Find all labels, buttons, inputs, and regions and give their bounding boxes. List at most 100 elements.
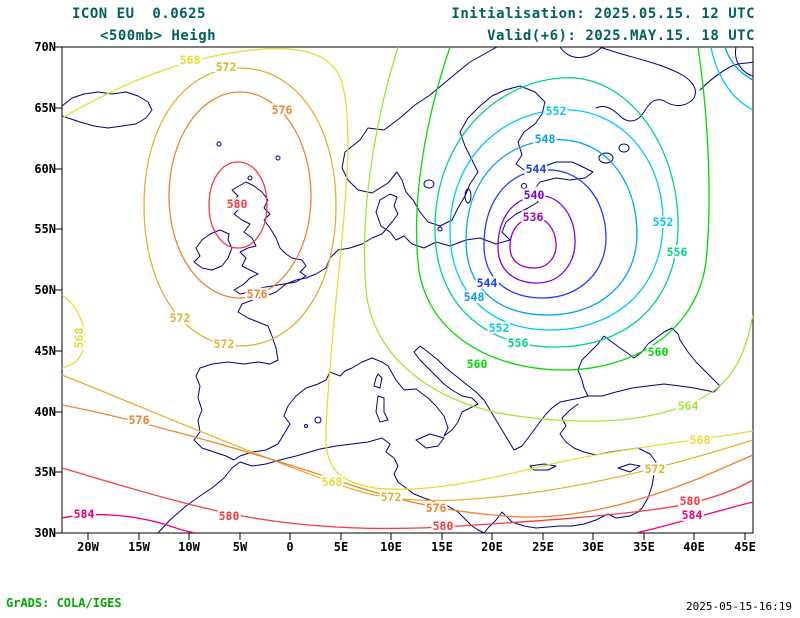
lat-tick-label: 65N	[34, 101, 56, 115]
contour-label: 556	[508, 336, 529, 350]
valid-time-label: Valid(+6): 2025.MAY.15. 18 UTC	[487, 28, 755, 44]
creation-timestamp: 2025-05-15-16:19	[686, 600, 792, 613]
contour-580-south	[62, 467, 753, 530]
lake-onega	[618, 143, 630, 153]
contour-label: 572	[381, 490, 402, 504]
contour-label: 568	[690, 433, 711, 447]
contour-label: 568	[322, 475, 343, 489]
contour-568-pocket	[62, 294, 86, 369]
contour-label: 576	[272, 103, 293, 117]
lat-tick-label: 60N	[34, 162, 56, 176]
contour-label: 580	[680, 494, 701, 508]
lat-tick-label: 35N	[34, 465, 56, 479]
contours	[62, 47, 753, 533]
island-sicily	[415, 433, 445, 449]
island-ibiza	[304, 424, 308, 428]
lon-tick-label: 20W	[77, 540, 99, 554]
contour-564	[363, 47, 753, 422]
contour-label: 576	[426, 501, 447, 515]
lon-tick-label: 0	[286, 540, 293, 554]
contour-label: 576	[247, 287, 268, 301]
contour-label: 548	[535, 132, 556, 146]
init-time-label: Initialisation: 2025.05.15. 12 UTC	[451, 6, 755, 22]
lat-tick-label: 70N	[34, 40, 56, 54]
lat-tick-label: 45N	[34, 344, 56, 358]
contour-552-ne-corner	[710, 47, 753, 111]
contour-536	[509, 217, 557, 269]
island-mallorca	[314, 416, 322, 424]
island-gotland	[464, 188, 472, 204]
contour-label: 536	[523, 210, 544, 224]
island-saaremaa	[521, 183, 527, 189]
contour-548	[465, 139, 638, 316]
island-shetland	[275, 155, 281, 161]
model-title: ICON EU 0.0625	[72, 6, 206, 22]
contour-556	[434, 77, 679, 348]
island-crete	[529, 463, 557, 471]
contour-label: 580	[219, 509, 240, 523]
contour-label: 540	[524, 188, 545, 202]
contour-540	[497, 195, 576, 284]
contour-label: 560	[467, 357, 488, 371]
contour-552	[449, 109, 664, 331]
contour-label: 572	[216, 60, 237, 74]
contour-label: 576	[129, 413, 150, 427]
contour-label: 548	[464, 290, 485, 304]
contour-label: 552	[546, 104, 567, 118]
lon-tick-label: 30E	[582, 540, 604, 554]
contour-label: 572	[214, 337, 235, 351]
lon-tick-label: 35E	[633, 540, 655, 554]
contour-580-ridge	[208, 161, 268, 249]
contour-label: 568	[180, 53, 201, 67]
island-faroe	[216, 141, 222, 147]
contour-label: 580	[227, 197, 248, 211]
lake-ladoga	[598, 152, 614, 164]
coastline-kola-white-sea	[595, 47, 697, 122]
contour-584-southeast	[635, 501, 753, 533]
island-cyprus	[617, 463, 641, 473]
contour-label: 584	[682, 508, 703, 522]
contour-584-southwest	[62, 513, 197, 533]
lon-tick-label: 15W	[128, 540, 150, 554]
coastline-uk	[231, 181, 307, 295]
coastline-kanin	[699, 61, 753, 91]
lon-tick-label: 25E	[532, 540, 554, 554]
lon-tick-label: 20E	[481, 540, 503, 554]
contour-544	[483, 169, 607, 299]
lon-tick-label: 10W	[178, 540, 200, 554]
contour-572-south	[62, 374, 753, 502]
contour-568-main	[62, 48, 753, 490]
contour-572-ridge	[143, 67, 337, 347]
lon-tick-label: 5W	[233, 540, 248, 554]
contour-label: 560	[648, 345, 669, 359]
island-orkney	[247, 175, 253, 181]
coastline-varanger	[559, 47, 603, 59]
coastline-iceland	[62, 91, 153, 129]
lake-vanern	[423, 179, 435, 189]
coastline-italy-balkans	[371, 345, 589, 451]
contour-label: 552	[653, 215, 674, 229]
lat-tick-label: 50N	[34, 283, 56, 297]
axis-labels: 70N 65N 60N 55N 50N 45N 40N 35N 30N 20W 15W 10W 5W 0 5…	[34, 40, 756, 554]
coastline-ireland	[193, 229, 233, 271]
lon-tick-label: 40E	[683, 540, 705, 554]
lon-tick-label: 10E	[380, 540, 402, 554]
contour-label: 556	[667, 245, 688, 259]
contour-label: 580	[433, 519, 454, 533]
lon-tick-label: 5E	[334, 540, 348, 554]
island-sardinia	[375, 395, 389, 423]
contour-label: 572	[170, 311, 191, 325]
contour-labels: 568 5725765805765725725685525485445405365…	[70, 51, 712, 535]
contour-576-south	[62, 404, 753, 518]
contour-label: 552	[489, 321, 510, 335]
island-corsica	[373, 373, 383, 389]
plot-frame	[61, 46, 754, 534]
contour-label: 568	[72, 328, 86, 349]
contour-label: 572	[645, 462, 666, 476]
level-title: <500mb> Heigh	[100, 28, 217, 44]
contour-label: 584	[74, 507, 95, 521]
contour-label: 564	[678, 399, 699, 413]
grads-credit: GrADS: COLA/IGES	[6, 596, 122, 610]
contour-576-ridge	[168, 91, 312, 299]
contour-560	[415, 47, 710, 371]
